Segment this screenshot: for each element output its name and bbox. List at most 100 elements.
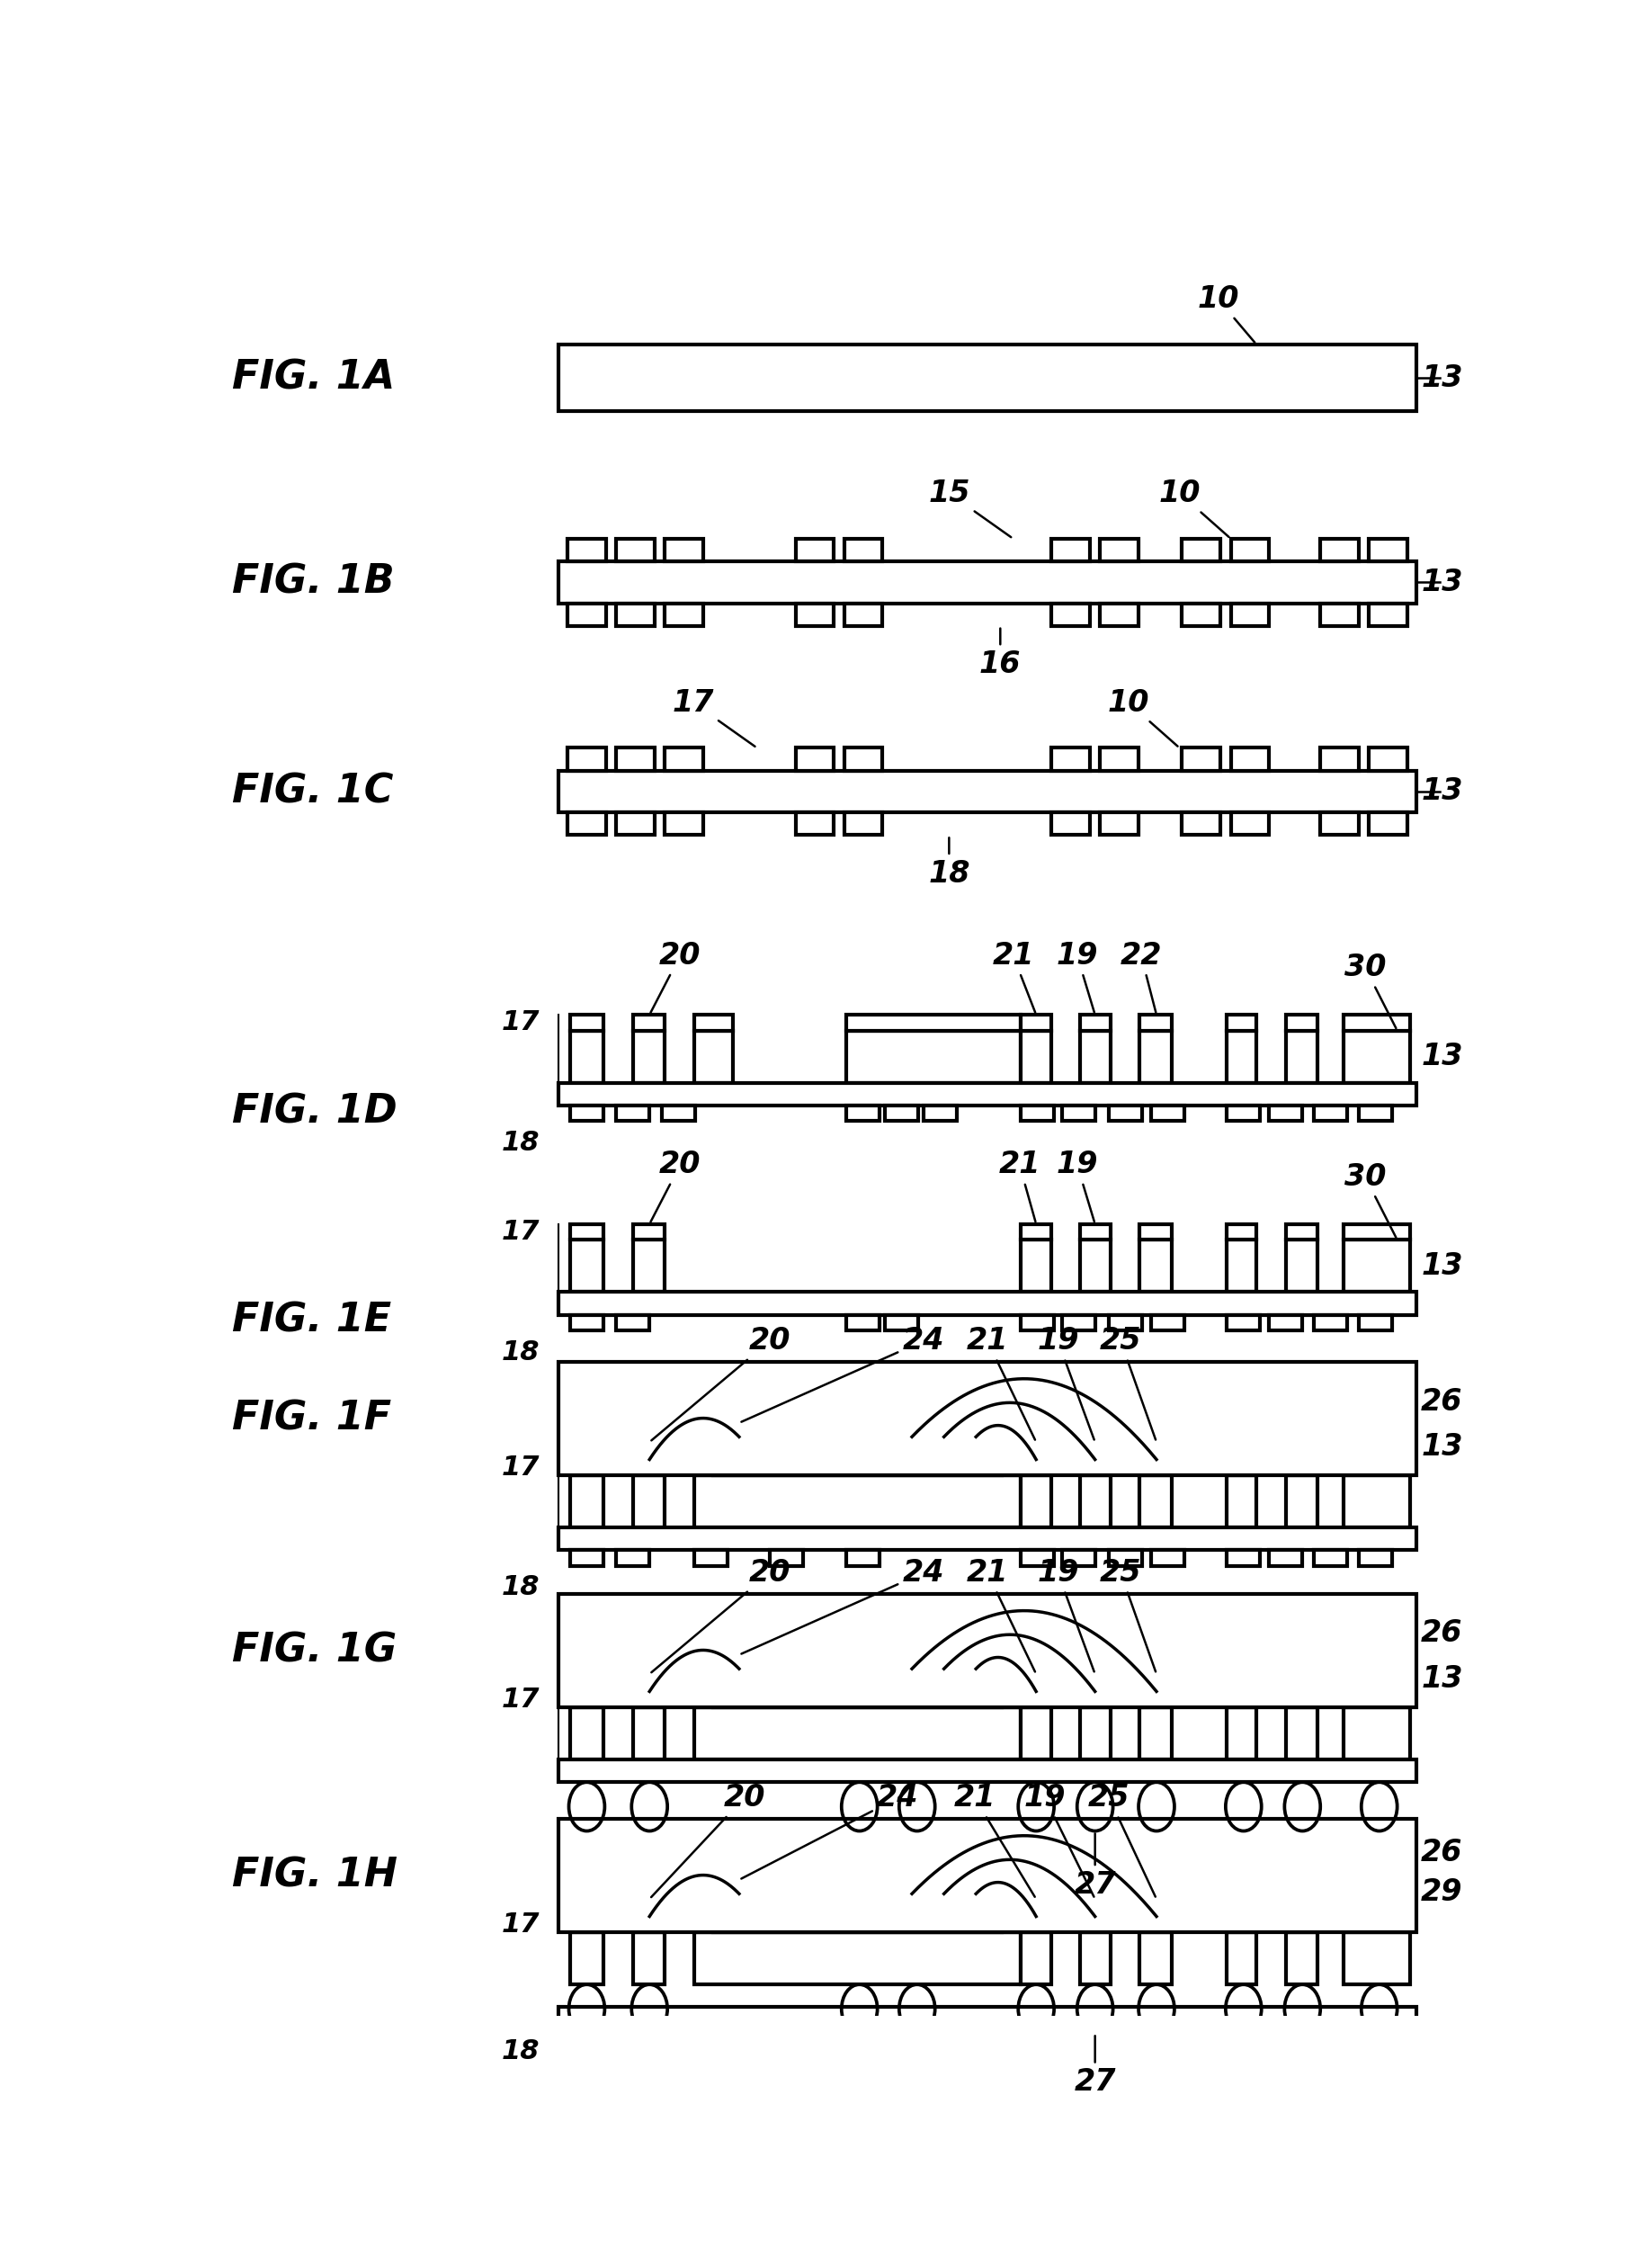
Text: 20: 20 [651,1151,700,1221]
Bar [885,1314,919,1330]
Text: 13: 13 [1421,1250,1464,1280]
Bar [616,602,654,625]
Bar [1108,1314,1143,1330]
Bar [1358,1549,1393,1565]
Bar [1269,1549,1302,1565]
Text: 26: 26 [1421,1386,1464,1416]
Bar [1183,747,1221,770]
Text: 19: 19 [1024,1783,1094,1896]
Bar [616,539,654,562]
Bar [570,1015,603,1031]
Text: 18: 18 [501,1130,540,1155]
Bar [796,813,834,836]
Text: 26: 26 [1421,1619,1464,1649]
Bar [664,539,704,562]
Bar [1062,1314,1095,1330]
Text: FIG. 1D: FIG. 1D [231,1092,398,1130]
Bar [1021,1105,1054,1121]
Bar [1285,1932,1318,1984]
Text: 25: 25 [1089,1783,1155,1896]
Bar [568,539,606,562]
Text: 13: 13 [1421,362,1464,392]
Bar [714,1669,1001,1708]
Bar [1021,1239,1052,1291]
Bar [1140,1223,1171,1239]
Bar [1343,1031,1411,1083]
Text: 17: 17 [501,1454,540,1481]
Bar [664,747,704,770]
Bar [570,1459,603,1475]
Text: 17: 17 [501,1010,540,1035]
Text: 13: 13 [1421,569,1464,598]
Bar [844,602,882,625]
Text: 29: 29 [1421,1878,1464,1907]
Text: 18: 18 [928,838,970,888]
Bar [570,1475,603,1527]
Text: FIG. 1B: FIG. 1B [231,564,395,602]
Text: 13: 13 [1421,1665,1464,1694]
Bar [570,1239,603,1291]
Bar [1021,1549,1054,1565]
Bar [1021,1015,1052,1031]
Bar [1227,1475,1257,1527]
Bar [570,1314,603,1330]
Bar [1140,1459,1171,1475]
Bar [570,1916,603,1932]
Bar [1080,1692,1110,1708]
Bar [844,539,882,562]
Bar [1227,1314,1260,1330]
Bar [558,2007,1416,2029]
Bar [1062,1549,1095,1565]
Bar [1313,1105,1348,1121]
Text: 27: 27 [1074,2036,1117,2097]
Bar [1021,1314,1054,1330]
Text: 13: 13 [1421,1431,1464,1461]
Bar [664,602,704,625]
Text: 19: 19 [1037,1558,1094,1672]
Bar [1313,1549,1348,1565]
Text: 24: 24 [742,1783,919,1878]
Bar [570,1692,603,1708]
Bar [1343,1459,1411,1475]
Bar [1108,1105,1143,1121]
Bar [568,813,606,836]
Bar [1343,1932,1411,1984]
Bar [633,1223,664,1239]
Bar [1183,813,1221,836]
Bar [1370,813,1408,836]
Bar [1231,602,1269,625]
Bar [1021,1708,1052,1760]
Bar [1140,1239,1171,1291]
Text: 22: 22 [1120,940,1161,1012]
Text: 21: 21 [966,1325,1036,1441]
Text: 20: 20 [651,1783,765,1898]
Text: 30: 30 [1345,954,1396,1028]
Bar [633,1932,664,1984]
Bar [570,1549,603,1565]
Bar [1320,539,1360,562]
Bar [1021,1459,1052,1475]
Bar [694,1708,1021,1760]
Text: 17: 17 [501,1219,540,1246]
Text: 19: 19 [1037,1325,1094,1441]
Text: 18: 18 [501,1574,540,1601]
Bar [662,1105,695,1121]
Bar [558,770,1416,813]
Bar [1080,1475,1110,1527]
Bar [1285,1239,1318,1291]
Bar [1320,747,1360,770]
Text: 10: 10 [1198,283,1256,342]
Bar [1227,1708,1257,1760]
Bar [1108,1549,1143,1565]
Bar [694,1475,1021,1527]
Text: 17: 17 [501,1685,540,1712]
Text: 21: 21 [953,1783,1034,1896]
Bar [1151,1105,1184,1121]
Bar [1231,747,1269,770]
Bar [1151,1314,1184,1330]
Bar [1343,1692,1411,1708]
Bar [1021,1031,1052,1083]
Bar [770,1549,803,1565]
Bar [847,1314,881,1330]
Bar [1313,1314,1348,1330]
